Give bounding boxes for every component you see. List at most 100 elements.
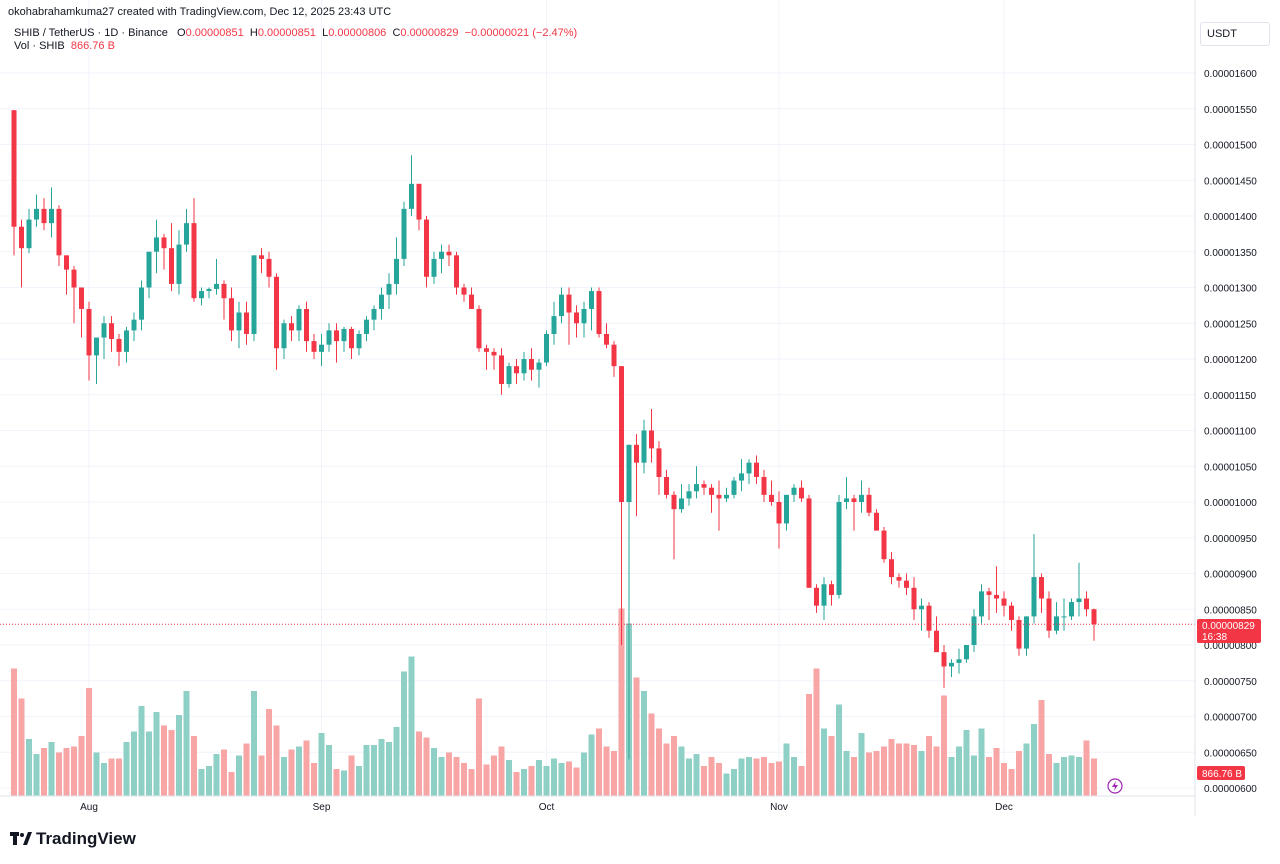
candle: [446, 244, 452, 267]
candle: [289, 316, 294, 342]
volume-bar: [986, 757, 992, 796]
candle-body: [896, 577, 902, 581]
candle: [1069, 598, 1074, 620]
volume-bar: [716, 763, 722, 796]
volume-bar: [378, 739, 385, 796]
candle-body: [566, 294, 572, 313]
candle-body: [131, 319, 137, 331]
candle-body: [1024, 616, 1029, 649]
candle: [964, 645, 969, 663]
volume-bar: [806, 694, 812, 796]
currency-button[interactable]: USDT: [1200, 22, 1270, 46]
candle-body: [769, 494, 774, 502]
candle-body: [461, 287, 467, 295]
candle: [364, 316, 369, 342]
symbol-legend[interactable]: SHIB / TetherUS · 1D · Binance O0.000008…: [14, 27, 577, 39]
time-axis[interactable]: Aug Sep Oct Nov Dec: [80, 802, 1013, 813]
candle: [971, 609, 977, 653]
candle-body: [956, 659, 962, 663]
candle: [236, 301, 242, 349]
volume-bar: [1061, 757, 1067, 796]
volume-bar: [551, 758, 557, 796]
lightning-icon[interactable]: [1107, 778, 1123, 794]
volume-bar: [723, 773, 730, 796]
time-tick-label: Dec: [995, 802, 1013, 813]
candle-body: [559, 294, 564, 317]
candle: [56, 205, 62, 267]
candle: [649, 409, 654, 463]
volume-bar: [1016, 751, 1022, 796]
volume-bar: [183, 691, 190, 796]
volume-bar: [168, 730, 175, 796]
candle: [476, 305, 482, 352]
candle: [581, 301, 587, 338]
candle: [229, 287, 234, 342]
candle-body: [514, 366, 519, 374]
candle: [49, 187, 54, 238]
candle-body: [1054, 616, 1059, 631]
candle-body: [709, 487, 714, 495]
candle-body: [889, 559, 894, 578]
volume-bar: [41, 748, 47, 796]
candle: [949, 659, 954, 678]
volume-bar: [236, 755, 242, 796]
candle-body: [1076, 598, 1082, 603]
candle-body: [686, 491, 692, 499]
candle-body: [679, 498, 684, 510]
candle: [724, 487, 729, 502]
volume-bar: [1001, 763, 1007, 796]
volume-bar: [836, 704, 842, 796]
candle: [176, 230, 182, 295]
candle: [619, 366, 624, 645]
volume-bar: [671, 736, 677, 796]
symbol-name: SHIB / TetherUS · 1D · Binance: [14, 27, 168, 39]
volume-bar: [1083, 740, 1090, 796]
candle: [1091, 608, 1097, 641]
candle-body: [176, 244, 182, 284]
candle: [731, 476, 737, 499]
volume-bar: [971, 755, 977, 796]
volume-bar: [108, 758, 115, 796]
candle: [806, 494, 812, 588]
volume-bar: [1023, 743, 1030, 796]
candle-body: [124, 330, 129, 352]
candle-body: [311, 341, 317, 352]
volume-bar: [498, 746, 505, 796]
volume-bar: [1038, 700, 1045, 796]
low-value: 0.00000806: [328, 27, 387, 39]
candle: [896, 573, 902, 588]
tradingview-brand[interactable]: TradingView: [10, 829, 136, 849]
candle: [514, 359, 519, 385]
candle-body: [206, 288, 212, 292]
volume-value: 866.76 B: [70, 40, 115, 52]
volume-bar: [131, 731, 137, 796]
candle: [986, 587, 992, 620]
candle-body: [611, 344, 617, 367]
candle: [679, 484, 684, 513]
candle: [491, 348, 497, 370]
volume-bar: [288, 749, 295, 796]
candle: [881, 527, 887, 563]
volume-bar: [888, 739, 895, 796]
volume-bar: [138, 706, 145, 796]
candle-body: [776, 502, 782, 524]
volume-legend[interactable]: Vol · SHIB 866.76 B: [14, 40, 115, 52]
candle: [64, 255, 69, 295]
candle: [754, 455, 759, 485]
volume-bar: [468, 769, 475, 796]
brand-name: TradingView: [36, 829, 136, 848]
candle: [244, 301, 249, 345]
candle: [701, 480, 707, 495]
candle-body: [274, 276, 279, 349]
candle-body: [971, 616, 977, 645]
candle-body: [446, 251, 452, 256]
candle: [566, 287, 572, 345]
high-label: H: [249, 27, 258, 39]
candle: [821, 577, 827, 620]
candle-body: [139, 287, 144, 320]
candle-body: [289, 323, 294, 331]
price-axis[interactable]: 0.00001600 0.00001550 0.00001500 0.00001450…: [1204, 69, 1257, 795]
volume-bar: [461, 763, 467, 796]
volume-bar: [63, 748, 70, 796]
